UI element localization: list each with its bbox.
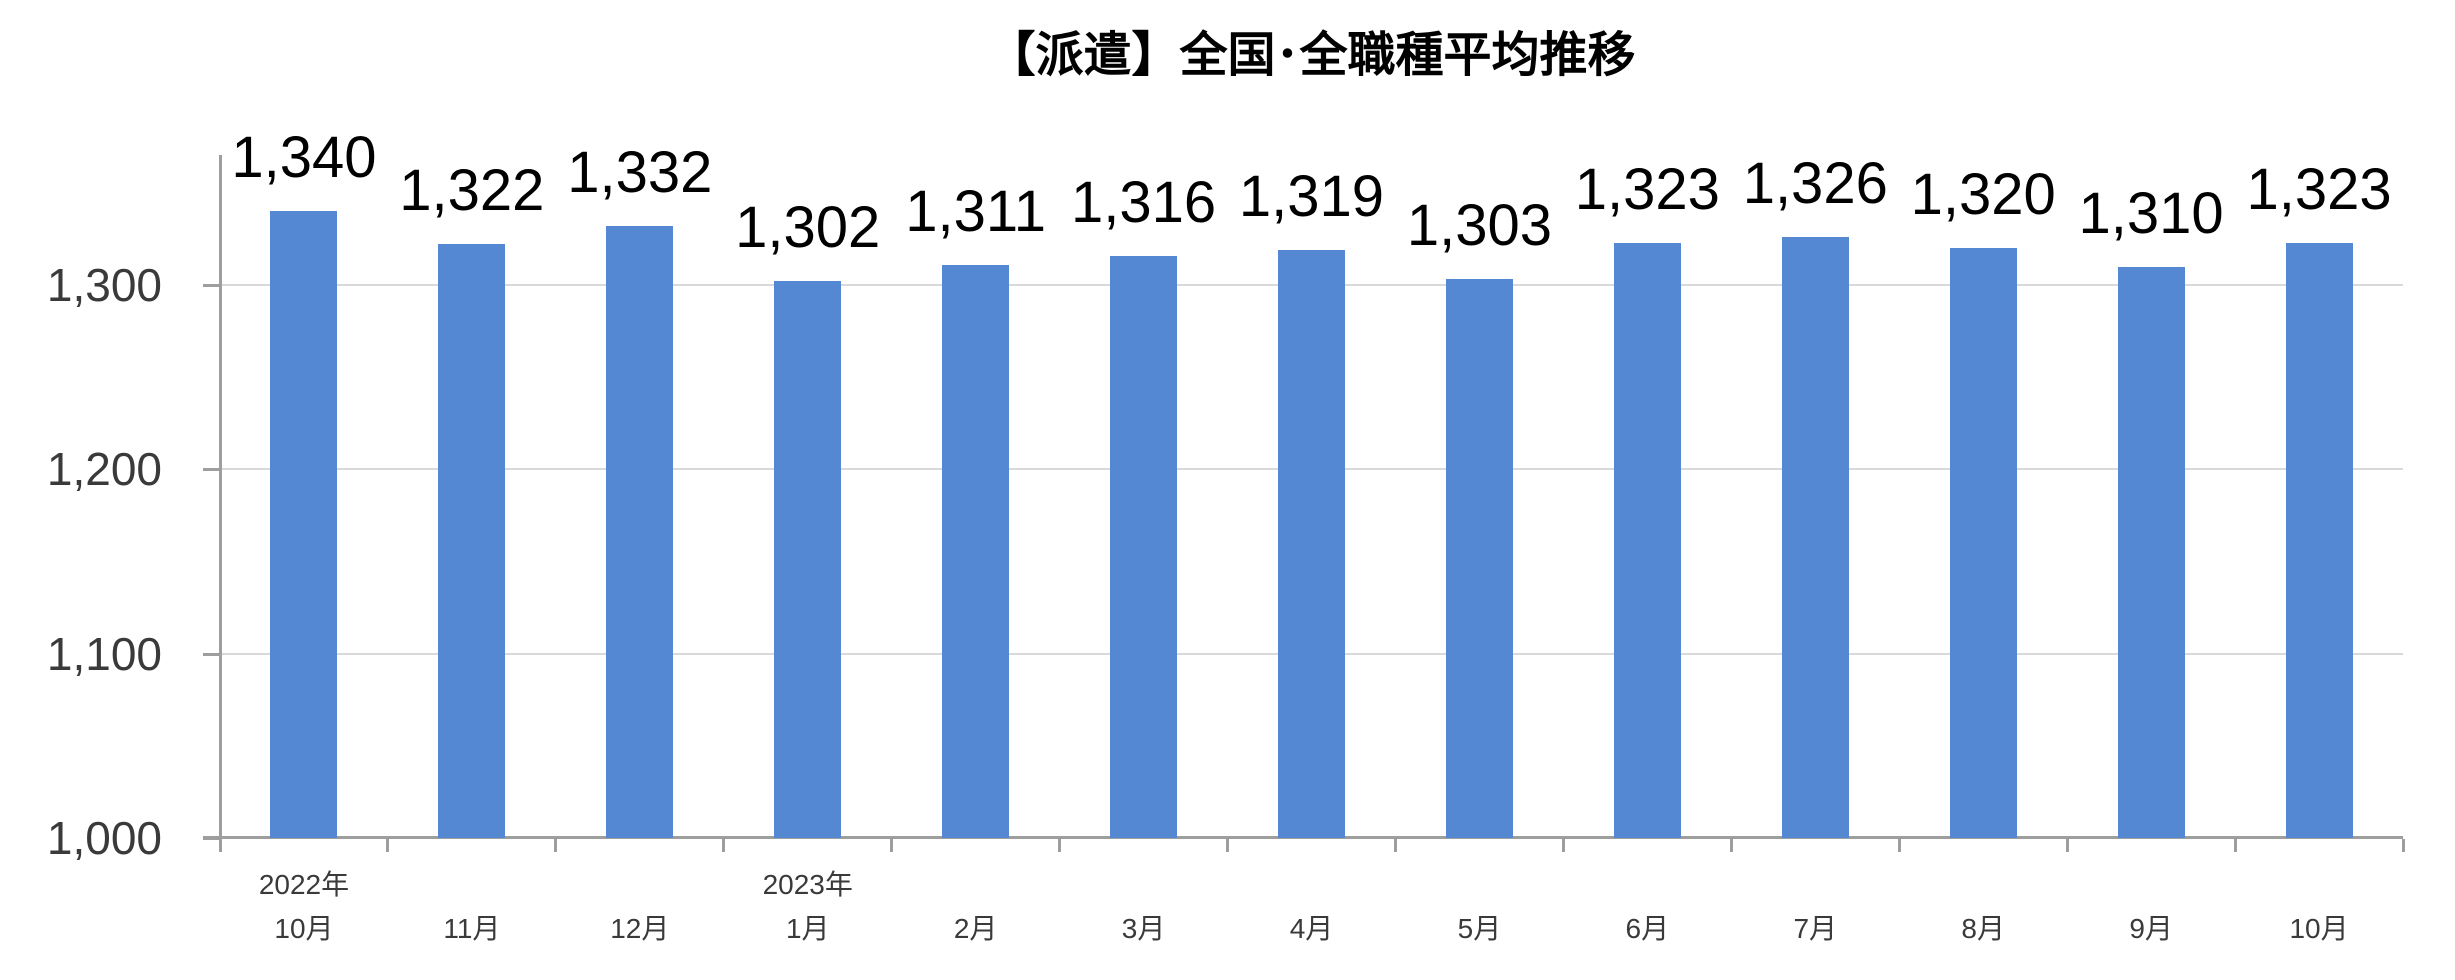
x-axis-tick: [1897, 839, 1901, 852]
x-axis-year-label: 2023年: [762, 869, 853, 900]
x-axis-tick: [722, 839, 726, 852]
y-tick-label: 1,300: [46, 259, 162, 312]
bar-value-label: 1,303: [1406, 193, 1552, 259]
chart-title: 【派遣】全国･全職種平均推移: [987, 29, 1636, 82]
x-axis-year-label: 2022年: [258, 869, 350, 900]
x-axis-tick: [890, 839, 894, 852]
bar: [1278, 250, 1345, 838]
x-axis-tick: [1058, 839, 1062, 852]
bar-value-label: 1,319: [1238, 164, 1385, 229]
x-axis-month-label: 1月: [785, 913, 830, 944]
x-axis-month-label: 12月: [610, 913, 670, 944]
bar: [774, 281, 842, 838]
x-axis-tick: [2233, 839, 2237, 852]
x-axis-month-label: 3月: [1121, 913, 1166, 944]
x-axis-tick: [1226, 839, 1230, 852]
bar: [270, 211, 338, 838]
bar-value-label: 1,332: [567, 140, 713, 206]
bar-value-label: 1,320: [1910, 162, 2056, 228]
bar: [2117, 266, 2185, 838]
x-axis-tick: [2065, 839, 2069, 852]
x-axis-month-label: 11月: [443, 913, 501, 944]
y-tick-label: 1,100: [46, 627, 162, 680]
x-axis-month-label: 10月: [2289, 913, 2349, 944]
x-axis-month-label: 5月: [1457, 913, 1502, 944]
x-axis-month-label: 2月: [953, 913, 998, 944]
bar-value-label: 1,322: [399, 158, 545, 224]
bar-value-label: 1,311: [905, 178, 1047, 244]
x-axis-tick: [1393, 839, 1397, 852]
bar-value-label: 1,323: [1574, 156, 1720, 222]
x-axis-tick: [1561, 839, 1565, 852]
x-axis-month-label: 6月: [1625, 913, 1670, 944]
bar-value-label: 1,316: [1070, 169, 1217, 235]
bar-value-label: 1,323: [2246, 156, 2392, 222]
x-axis-month-label: 9月: [2129, 913, 2173, 944]
x-axis-month-label: 10月: [274, 913, 334, 944]
y-axis-tick: [203, 652, 220, 656]
x-axis-tick: [554, 839, 558, 852]
bar-value-label: 1,326: [1742, 151, 1888, 217]
bar: [1781, 237, 1849, 838]
x-axis-tick: [1729, 839, 1733, 852]
bar: [606, 226, 674, 838]
bar-value-label: 1,302: [735, 195, 881, 261]
y-axis-line: [219, 155, 222, 851]
x-axis-tick: [386, 839, 390, 852]
bar: [1613, 242, 1681, 838]
bar-value-label: 1,340: [231, 125, 377, 191]
bar: [438, 244, 506, 838]
bar: [1110, 255, 1178, 838]
bar: [1949, 248, 2017, 838]
bar: [942, 264, 1010, 838]
y-axis-tick: [203, 468, 220, 472]
x-axis-tick: [218, 839, 222, 852]
y-tick-label: 1,000: [46, 812, 162, 864]
x-axis-month-label: 7月: [1793, 913, 1838, 944]
x-axis-month-label: 8月: [1961, 913, 2005, 944]
bar: [2285, 242, 2353, 838]
x-axis-month-label: 4月: [1289, 913, 1334, 944]
bar: [1445, 279, 1513, 838]
x-axis-tick: [2401, 839, 2405, 852]
bar-value-label: 1,310: [2078, 180, 2224, 246]
y-axis-tick: [203, 284, 220, 288]
y-tick-label: 1,200: [46, 443, 162, 496]
